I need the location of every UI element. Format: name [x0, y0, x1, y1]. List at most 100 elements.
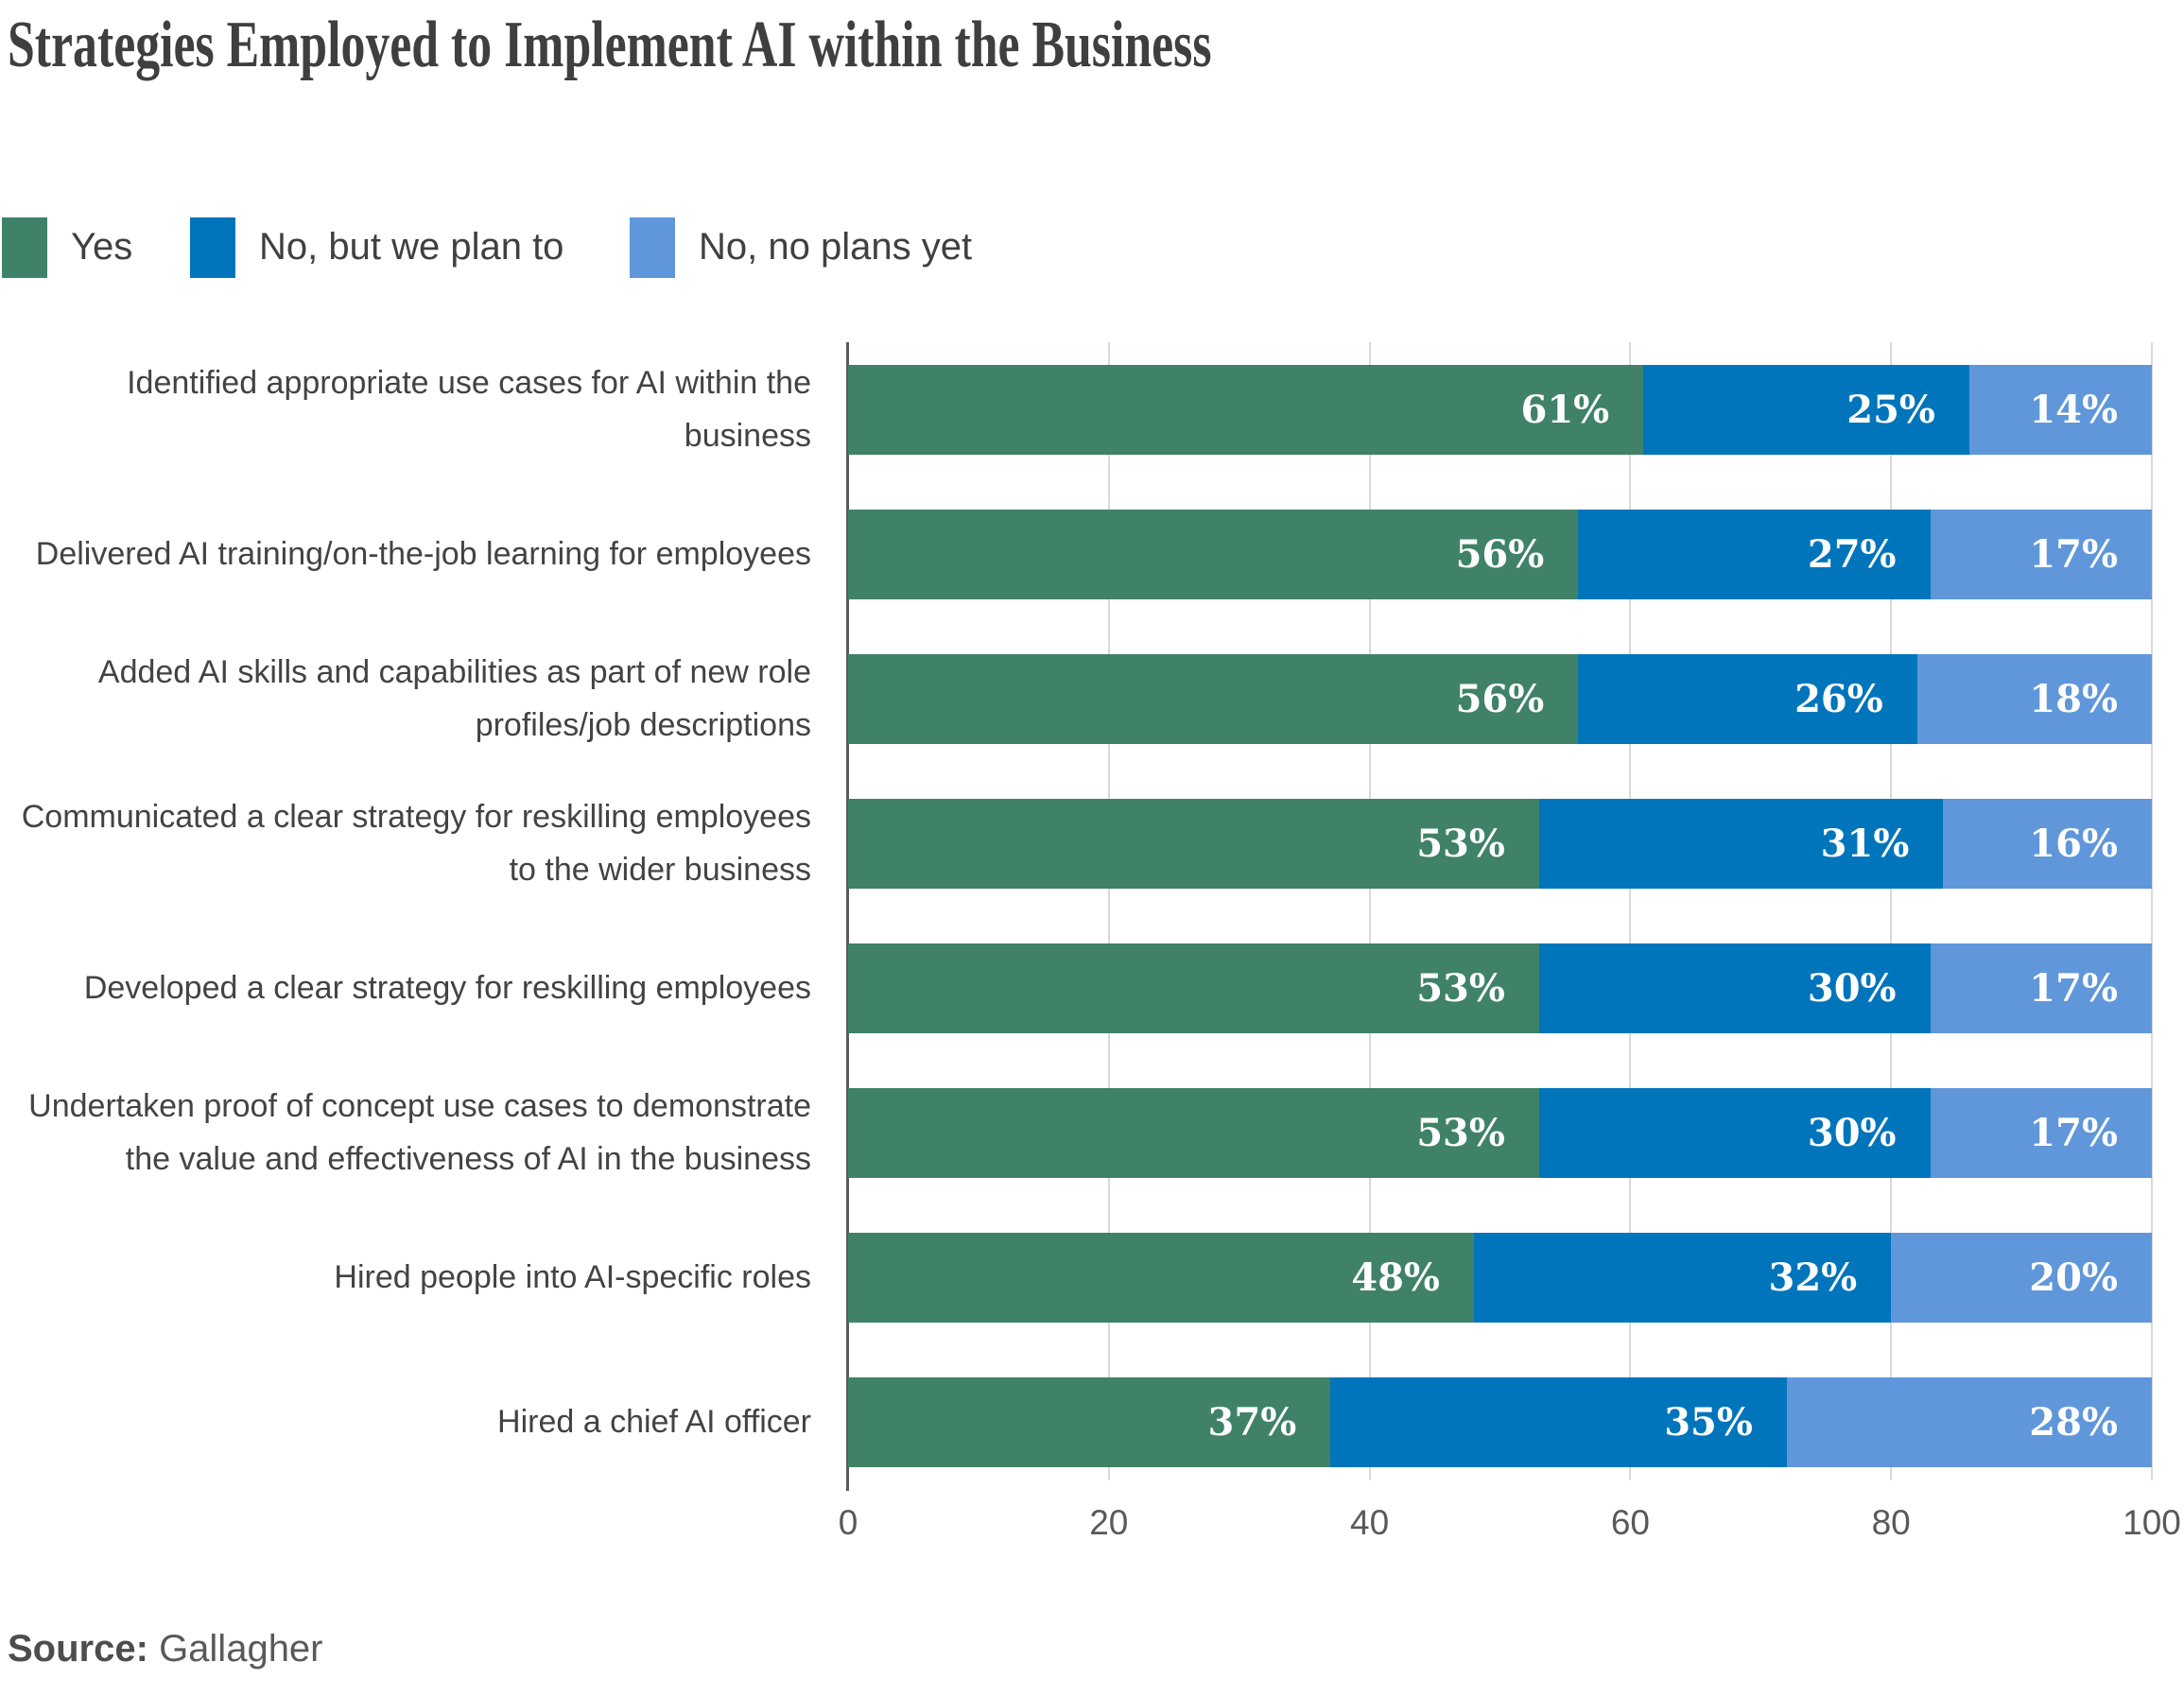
chart-row: Added AI skills and capabilities as part…: [0, 654, 2184, 744]
bar-segment-no-but-we-plan-to: 30%: [1538, 1088, 1931, 1178]
bar-segment-no-but-we-plan-to: 35%: [1330, 1377, 1787, 1467]
x-tick-label-80: 80: [1871, 1503, 1911, 1542]
bar-value-label: 53%: [1416, 966, 1505, 1011]
bar-segment-yes: 48%: [848, 1233, 1474, 1323]
category-label: Delivered AI training/on-the-job learnin…: [35, 535, 811, 572]
source-value: Gallagher: [159, 1628, 323, 1670]
gridline-100: [2151, 342, 2153, 1480]
category-label: Hired people into AI-specific roles: [334, 1258, 811, 1295]
stacked-bar: 56% 26% 18%: [848, 654, 2152, 744]
stacked-bar: 48% 32% 20%: [848, 1233, 2152, 1323]
bar-value-label: 26%: [1794, 677, 1883, 721]
bar-value-label: 17%: [2029, 1111, 2118, 1155]
bar-segment-no-no-plans-yet: 16%: [1943, 799, 2152, 889]
x-tick-label-20: 20: [1089, 1503, 1129, 1542]
legend-item-no-but-we-plan-to: No, but we plan to: [190, 216, 563, 278]
source-label: Source:: [8, 1628, 148, 1670]
x-tick-label-60: 60: [1610, 1503, 1650, 1542]
y-axis-line: [846, 342, 849, 1491]
bar-value-label: 35%: [1664, 1400, 1753, 1445]
bar-value-label: 18%: [2029, 677, 2118, 721]
bar-segment-no-but-we-plan-to: 26%: [1578, 654, 1917, 744]
bar-value-label: 31%: [1820, 822, 1910, 866]
gridline-40: [1368, 342, 1371, 1480]
bar-value-label: 53%: [1416, 1111, 1505, 1155]
bar-segment-no-no-plans-yet: 18%: [1916, 654, 2152, 744]
category-label: Hired a chief AI officer: [497, 1403, 811, 1440]
bar-segment-no-but-we-plan-to: 31%: [1538, 799, 1944, 889]
legend-swatch-no-no-plans-yet: [630, 216, 675, 278]
bar-value-label: 32%: [1768, 1255, 1858, 1300]
bar-value-label: 25%: [1846, 388, 1935, 432]
stacked-bar: 37% 35% 28%: [848, 1377, 2152, 1467]
stacked-bar: 53% 31% 16%: [848, 799, 2152, 889]
bar-segment-no-no-plans-yet: 28%: [1786, 1377, 2152, 1467]
legend-item-no-no-plans-yet: No, no plans yet: [630, 216, 972, 278]
bar-segment-no-but-we-plan-to: 32%: [1473, 1233, 1892, 1323]
bar-value-label: 61%: [1520, 388, 1610, 432]
bar-value-label: 30%: [1807, 966, 1897, 1011]
x-tick-label-100: 100: [2123, 1503, 2181, 1542]
bar-segment-yes: 56%: [848, 654, 1579, 744]
bar-value-label: 27%: [1807, 532, 1897, 577]
x-tick-label-40: 40: [1350, 1503, 1390, 1542]
category-label: Communicated a clear strategy for reskil…: [21, 799, 811, 888]
stacked-bar: 53% 30% 17%: [848, 1088, 2152, 1178]
bar-value-label: 37%: [1207, 1400, 1297, 1445]
legend-label: Yes: [71, 226, 133, 268]
gridline-60: [1629, 342, 1632, 1480]
bar-segment-no-but-we-plan-to: 27%: [1578, 510, 1931, 599]
chart-row: Developed a clear strategy for reskillin…: [0, 943, 2184, 1033]
bar-value-label: 16%: [2029, 822, 2118, 866]
chart-row: Undertaken proof of concept use cases to…: [0, 1088, 2184, 1178]
chart-row: Delivered AI training/on-the-job learnin…: [0, 510, 2184, 599]
category-label: Added AI skills and capabilities as part…: [97, 654, 811, 743]
bar-segment-no-but-we-plan-to: 30%: [1538, 943, 1931, 1033]
bar-segment-no-but-we-plan-to: 25%: [1643, 365, 1969, 455]
bar-value-label: 17%: [2029, 532, 2118, 577]
x-axis-tick-labels: 0 20 40 60 80 100: [839, 1503, 2181, 1550]
bar-segment-no-no-plans-yet: 17%: [1930, 510, 2152, 599]
legend-swatch-no-but-we-plan-to: [190, 216, 235, 278]
chart-row: Hired people into AI-specific roles 48% 3…: [0, 1233, 2184, 1323]
chart-row: Communicated a clear strategy for reskil…: [0, 799, 2184, 889]
gridline-20: [1107, 342, 1110, 1480]
bar-value-label: 17%: [2029, 966, 2118, 1011]
stacked-bar: 56% 27% 17%: [848, 510, 2152, 599]
bar-value-label: 20%: [2029, 1255, 2118, 1300]
chart-row: Identified appropriate use cases for AI …: [0, 365, 2184, 455]
bar-value-label: 14%: [2029, 388, 2118, 432]
bar-segment-yes: 53%: [848, 943, 1539, 1033]
stacked-bar: 53% 30% 17%: [848, 943, 2152, 1033]
bar-segment-no-no-plans-yet: 14%: [1968, 365, 2152, 455]
bar-segment-no-no-plans-yet: 17%: [1930, 1088, 2152, 1178]
gridline-80: [1890, 342, 1893, 1480]
bar-segment-yes: 53%: [848, 1088, 1539, 1178]
x-tick-label-0: 0: [838, 1503, 858, 1542]
bar-segment-yes: 53%: [848, 799, 1539, 889]
category-label: Developed a clear strategy for reskillin…: [83, 969, 811, 1006]
category-label: Identified appropriate use cases for AI …: [127, 365, 811, 454]
legend-swatch-yes: [2, 216, 47, 278]
bar-segment-no-no-plans-yet: 17%: [1930, 943, 2152, 1033]
legend-item-yes: Yes: [2, 216, 132, 278]
stacked-bar: 61% 25% 14%: [848, 365, 2152, 455]
bar-segment-no-no-plans-yet: 20%: [1891, 1233, 2152, 1323]
bar-value-label: 30%: [1807, 1111, 1897, 1155]
chart-title: Strategies Employed to Implement AI with…: [8, 9, 1212, 81]
bar-segment-yes: 37%: [848, 1377, 1331, 1467]
bar-segment-yes: 56%: [848, 510, 1579, 599]
legend: Yes No, but we plan to No, no plans yet: [0, 216, 2184, 278]
source-line: Source: Gallagher: [8, 1628, 323, 1670]
bar-segment-yes: 61%: [848, 365, 1644, 455]
bar-value-label: 56%: [1455, 532, 1545, 577]
bar-value-label: 56%: [1455, 677, 1545, 721]
bar-value-label: 48%: [1351, 1255, 1440, 1300]
legend-label: No, no plans yet: [699, 226, 973, 268]
bar-rows: Identified appropriate use cases for AI …: [0, 365, 2184, 1514]
chart-row: Hired a chief AI officer 37% 35% 28%: [0, 1377, 2184, 1467]
bar-value-label: 53%: [1416, 822, 1505, 866]
bar-value-label: 28%: [2029, 1400, 2118, 1445]
